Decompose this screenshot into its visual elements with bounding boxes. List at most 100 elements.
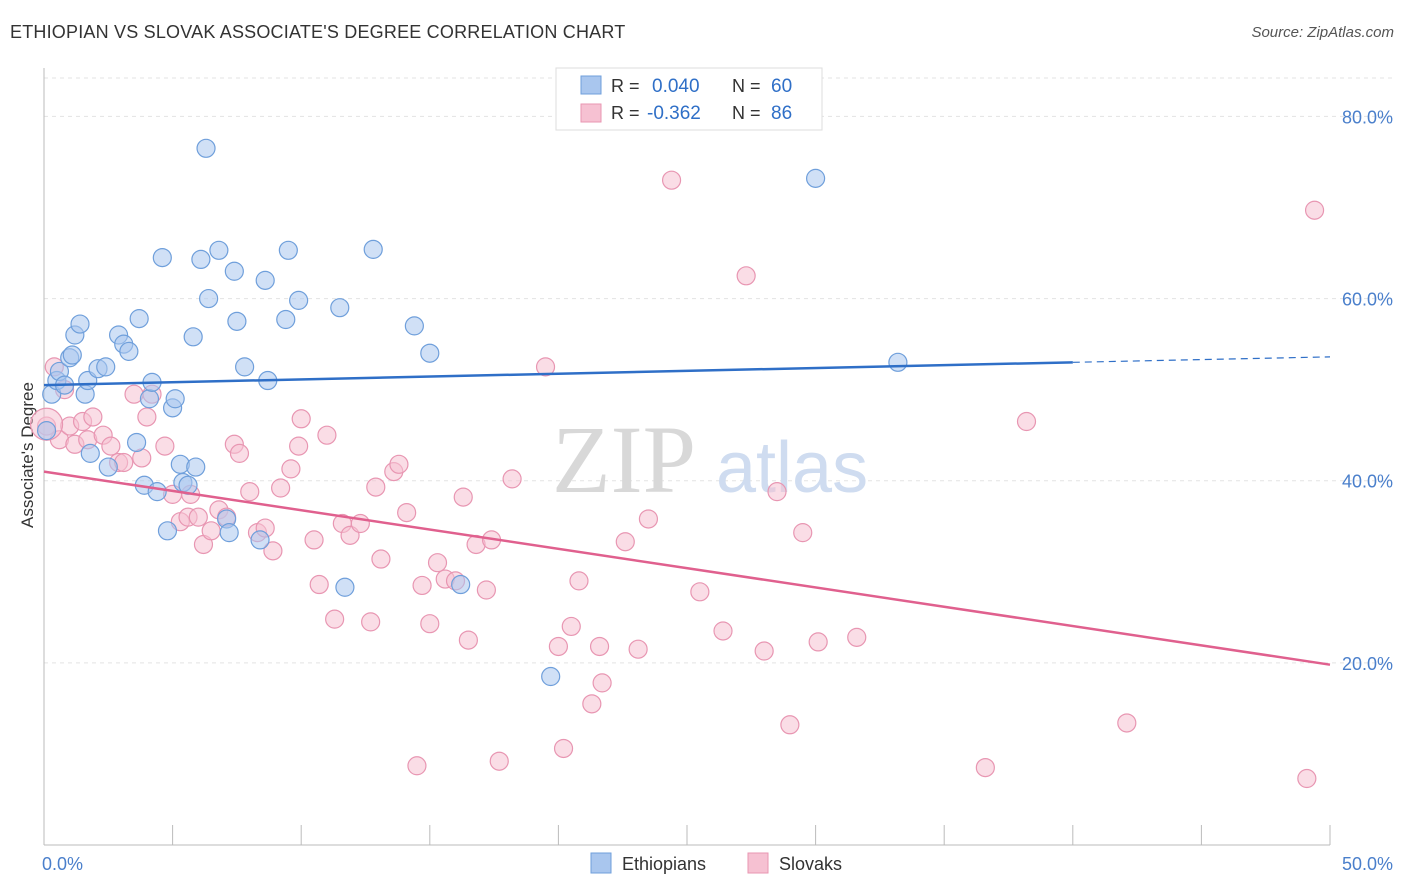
ethiopians-point bbox=[191, 249, 211, 270]
ethiopians-point bbox=[152, 247, 172, 268]
ethiopians-point bbox=[451, 574, 471, 595]
slovaks-point bbox=[427, 553, 448, 573]
slovaks-point bbox=[502, 469, 522, 489]
slovaks-point bbox=[271, 478, 291, 498]
ethiopians-point bbox=[183, 327, 203, 347]
ethiopians-point bbox=[157, 521, 178, 541]
slovaks-point bbox=[201, 521, 221, 541]
slovaks-point bbox=[1117, 713, 1137, 733]
bottom-legend-label-ethiopians: Ethiopians bbox=[622, 854, 706, 874]
bottom-legend-swatch-slovaks bbox=[747, 852, 769, 874]
ethiopians-point bbox=[276, 309, 296, 330]
ethiopians-point bbox=[139, 389, 160, 409]
ethiopians-point bbox=[129, 309, 149, 329]
slovaks-point bbox=[808, 632, 828, 652]
ethiopians-point bbox=[278, 240, 298, 260]
legend-n-value-slovaks: 86 bbox=[771, 103, 792, 124]
legend-n-value-ethiopians: 60 bbox=[771, 76, 792, 97]
slovaks-point bbox=[638, 509, 659, 529]
legend-swatch-ethiopians bbox=[580, 75, 602, 95]
ethiopians-point bbox=[227, 311, 247, 331]
slovaks-point bbox=[366, 477, 386, 497]
ethiopians-point bbox=[888, 352, 908, 372]
slovaks-point bbox=[582, 694, 602, 714]
slovaks-point bbox=[397, 502, 417, 523]
slovaks-point bbox=[389, 454, 409, 474]
y-tick-label-40: 40.0% bbox=[1342, 472, 1393, 492]
slovaks-point bbox=[412, 575, 432, 596]
slovaks-point bbox=[458, 630, 478, 650]
slovaks-point bbox=[188, 507, 208, 527]
slovaks-point bbox=[628, 639, 648, 659]
ethiopians-point bbox=[62, 345, 82, 365]
slovaks-point bbox=[361, 612, 381, 632]
slovaks-point bbox=[101, 436, 121, 456]
watermark: ZIP atlas bbox=[552, 406, 868, 513]
slovaks-point bbox=[780, 715, 800, 735]
slovaks-point bbox=[736, 266, 756, 286]
watermark-zip: ZIP bbox=[552, 406, 696, 513]
ethiopians-point bbox=[224, 261, 244, 281]
legend-r-value-ethiopians: 0.040 bbox=[652, 76, 700, 97]
series-ethiopians bbox=[36, 138, 908, 687]
slovaks-point bbox=[309, 574, 329, 595]
tick-labels: 20.0% 40.0% 60.0% 80.0% 0.0% 50.0% bbox=[42, 107, 1393, 874]
slovaks-point bbox=[489, 751, 509, 771]
slovaks-point bbox=[553, 738, 574, 759]
ethiopians-point bbox=[119, 341, 139, 361]
slovaks-point bbox=[569, 571, 589, 591]
slovaks-point bbox=[561, 616, 581, 637]
legend-swatch-slovaks bbox=[580, 103, 602, 123]
slovaks-point bbox=[975, 757, 995, 778]
y-tick-label-60: 60.0% bbox=[1342, 290, 1393, 310]
slovaks-point bbox=[1297, 768, 1317, 789]
slovaks-point bbox=[548, 636, 569, 657]
ethiopians-point bbox=[96, 357, 116, 377]
ethiopians-point bbox=[80, 443, 100, 463]
legend-r-label-slovaks: R = bbox=[611, 103, 640, 123]
watermark-atlas: atlas bbox=[716, 428, 868, 508]
slovaks-point bbox=[420, 614, 440, 634]
slovaks-point bbox=[754, 641, 774, 661]
y-tick-label-80: 80.0% bbox=[1342, 107, 1393, 127]
slovaks-point bbox=[767, 482, 787, 502]
slovaks-point bbox=[690, 582, 710, 602]
slovaks-point bbox=[240, 482, 260, 502]
slovaks-point bbox=[847, 627, 867, 647]
slovaks-point bbox=[793, 523, 813, 543]
source-label: Source: ZipAtlas.com bbox=[1251, 24, 1394, 41]
ethiopians-point bbox=[541, 666, 561, 687]
slovaks-point bbox=[589, 636, 610, 657]
ethiopians-point bbox=[250, 530, 270, 550]
trend-lines bbox=[43, 356, 1331, 666]
legend-r-value-slovaks: -0.362 bbox=[647, 103, 701, 124]
chart-title: ETHIOPIAN VS SLOVAK ASSOCIATE'S DEGREE C… bbox=[10, 22, 626, 42]
bottom-legend-label-slovaks: Slovaks bbox=[779, 854, 842, 874]
slovaks-point bbox=[317, 425, 337, 445]
slovaks-point bbox=[1016, 411, 1037, 432]
slovaks-point bbox=[155, 436, 175, 456]
slovaks-point bbox=[592, 673, 612, 693]
ethiopians-point bbox=[209, 240, 229, 260]
ethiopians-point bbox=[199, 288, 219, 309]
slovaks-point bbox=[325, 609, 345, 629]
slovaks-point bbox=[1304, 200, 1325, 220]
ethiopians-point bbox=[235, 357, 255, 377]
slovaks-point bbox=[713, 621, 733, 641]
x-tick-label-min: 0.0% bbox=[42, 854, 83, 874]
ethiopians-point bbox=[363, 239, 383, 259]
slovaks-point bbox=[661, 170, 682, 190]
ethiopians-point bbox=[255, 270, 275, 290]
ethiopians-point bbox=[126, 432, 147, 453]
slovaks-point bbox=[371, 549, 391, 569]
slovaks-point bbox=[535, 357, 556, 377]
slovaks-point bbox=[83, 407, 103, 427]
ethiopians-point bbox=[805, 168, 826, 188]
ethiopians-point bbox=[404, 316, 424, 336]
ethiopians-point bbox=[196, 138, 216, 158]
stats-legend: R = 0.040 N = 60 R = -0.362 N = 86 bbox=[555, 67, 823, 131]
ethiopians-point bbox=[219, 523, 239, 543]
ethiopians-point bbox=[70, 314, 90, 334]
axes bbox=[43, 68, 1331, 846]
